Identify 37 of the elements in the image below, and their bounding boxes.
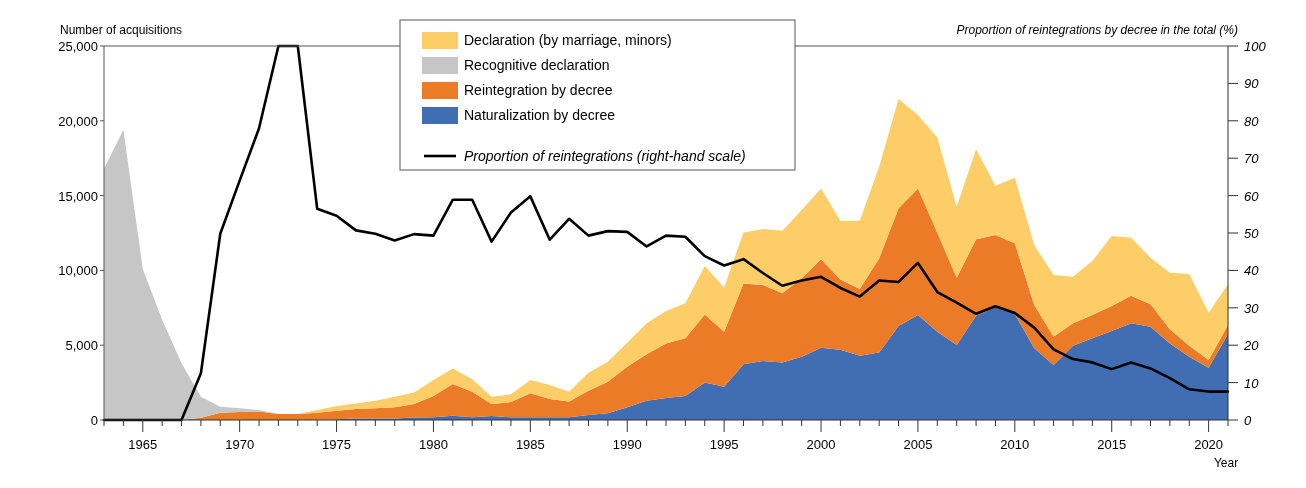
x-tick-label: 2015 bbox=[1097, 437, 1127, 452]
x-tick-label: 1985 bbox=[515, 437, 545, 452]
x-tick-label: 1970 bbox=[225, 437, 255, 452]
y2-tick-label: 50 bbox=[1244, 226, 1260, 241]
y2-tick-label: 20 bbox=[1243, 338, 1260, 354]
x-tick-label: 1980 bbox=[418, 437, 448, 452]
y2-tick-label: 70 bbox=[1244, 151, 1260, 167]
x-tick-label: 1965 bbox=[128, 437, 158, 452]
legend-label: Proportion of reintegrations (right-hand scale) bbox=[464, 148, 746, 164]
y2-tick-label: 30 bbox=[1244, 300, 1260, 316]
x-tick-label: 1975 bbox=[322, 437, 352, 452]
y-tick-label: 15,000 bbox=[58, 188, 98, 204]
x-axis-title: Year bbox=[1213, 456, 1239, 470]
y2-tick-label: 0 bbox=[1244, 413, 1252, 428]
x-tick-label: 2000 bbox=[806, 437, 836, 452]
y2-tick-label: 100 bbox=[1244, 39, 1267, 54]
y-tick-label: 0 bbox=[90, 413, 98, 428]
x-tick-label: 2010 bbox=[1000, 437, 1030, 452]
y2-axis-title: Proportion of reintegrations by decree in the total (%) bbox=[956, 23, 1238, 37]
y-tick-label: 25,000 bbox=[58, 39, 98, 54]
legend-label: Naturalization by decree bbox=[464, 107, 616, 123]
y2-tick-label: 90 bbox=[1244, 76, 1260, 92]
x-tick-label: 2020 bbox=[1194, 437, 1224, 452]
y2-tick-label: 10 bbox=[1244, 375, 1260, 391]
x-tick-label: 1990 bbox=[612, 437, 642, 452]
x-tick-label: 2005 bbox=[903, 437, 933, 452]
y-tick-label: 20,000 bbox=[58, 113, 98, 129]
y2-tick-label: 60 bbox=[1244, 188, 1260, 204]
y-tick-label: 10,000 bbox=[58, 263, 98, 279]
y2-tick-label: 40 bbox=[1244, 263, 1260, 279]
x-tick-label: 1995 bbox=[709, 437, 739, 452]
y-tick-label: 5,000 bbox=[65, 338, 98, 354]
y2-tick-label: 80 bbox=[1244, 113, 1260, 129]
legend-label: Declaration (by marriage, minors) bbox=[464, 32, 672, 48]
legend-label: Recognitive declaration bbox=[464, 57, 610, 73]
legend-label: Reintegration by decree bbox=[464, 82, 613, 98]
y-axis-title: Number of acquisitions bbox=[60, 23, 183, 37]
